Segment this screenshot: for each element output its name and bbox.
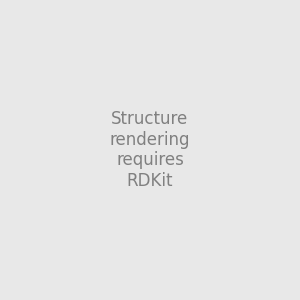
Text: Structure
rendering
requires
RDKit: Structure rendering requires RDKit — [110, 110, 190, 190]
